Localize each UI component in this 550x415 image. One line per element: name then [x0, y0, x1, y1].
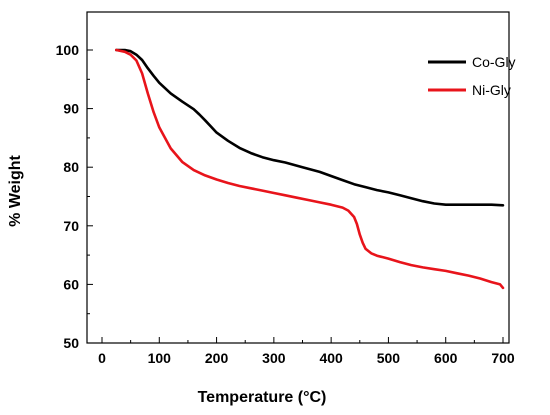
y-tick-label: 100 [56, 42, 80, 58]
y-tick-label: 60 [63, 276, 79, 292]
y-tick-label: 90 [63, 101, 79, 117]
series-layer [115, 48, 505, 290]
legend: Co-Gly Ni-Gly [428, 54, 516, 98]
x-axis-ticks: 0 100 200 300 400 500 600 700 [98, 337, 515, 366]
x-tick-label: 600 [434, 350, 458, 366]
x-tick-label: 100 [148, 350, 172, 366]
y-tick-label: 70 [63, 218, 79, 234]
x-axis-title: Temperature (°C) [198, 389, 327, 406]
y-tick-label: 50 [63, 335, 79, 351]
x-tick-label: 400 [319, 350, 343, 366]
x-tick-label: 700 [491, 350, 515, 366]
series-line-ni-gly [115, 48, 505, 290]
legend-label-ni-gly: Ni-Gly [472, 82, 511, 98]
x-tick-label: 500 [377, 350, 401, 366]
series-line-co-gly [115, 48, 505, 207]
x-tick-label: 0 [98, 350, 106, 366]
y-axis-title: % Weight [7, 154, 24, 226]
legend-label-co-gly: Co-Gly [472, 54, 516, 70]
plot-border [86, 11, 510, 344]
plot-area-frame [86, 11, 510, 344]
y-axis-ticks: 50 60 70 80 90 100 [56, 42, 93, 351]
x-tick-label: 300 [262, 350, 286, 366]
y-tick-label: 80 [63, 159, 79, 175]
x-tick-label: 200 [205, 350, 229, 366]
